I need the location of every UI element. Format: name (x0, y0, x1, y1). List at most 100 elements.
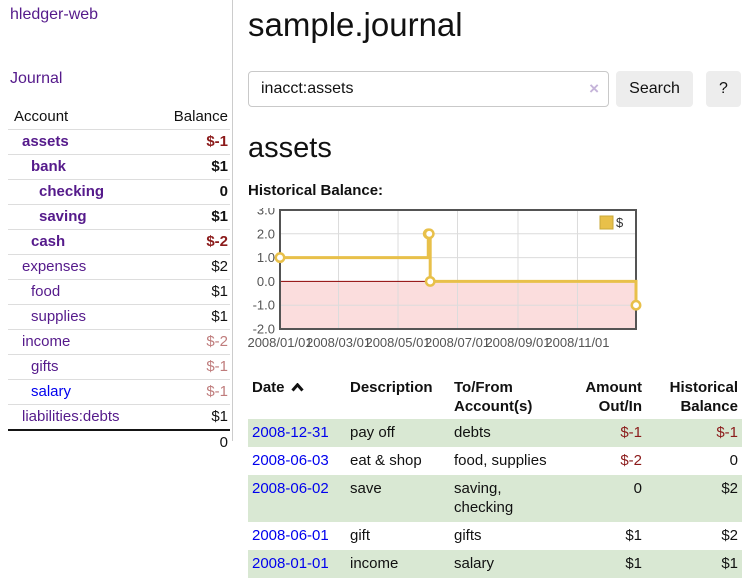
x-tick-label: 2008/11/01 (545, 335, 609, 350)
account-name-cell: supplies (8, 304, 152, 330)
x-tick-label: 2008/01/01 (248, 335, 313, 350)
search-input-wrap: × (248, 71, 609, 107)
register-amount-cell: $-2 (620, 452, 642, 469)
register-description-cell: pay off (350, 424, 395, 441)
register-date-link[interactable]: 2008-01-01 (252, 555, 329, 572)
account-name-cell: checking (8, 179, 152, 205)
account-balance: $-1 (151, 379, 230, 405)
sidebar-account-link-liabilities-debts[interactable]: liabilities:debts (22, 408, 120, 425)
account-name-cell: salary (8, 379, 152, 405)
account-balance: $1 (151, 279, 230, 305)
account-name-cell: liabilities:debts (8, 405, 151, 431)
accounts-header-balance: Balance (151, 105, 230, 130)
account-name-cell: bank (8, 154, 152, 180)
register-description-cell: save (350, 480, 382, 497)
register-amount-cell: 0 (633, 480, 642, 497)
register-date-cell: 2008-01-01 (248, 550, 346, 578)
account-balance: $-1 (151, 129, 230, 155)
search-button[interactable]: Search (616, 71, 693, 107)
x-tick-label: 2008/05/01 (365, 335, 430, 350)
register-balance-cell: $2 (721, 480, 738, 497)
sidebar-account-link-salary[interactable]: salary (31, 383, 72, 400)
y-tick-label: 1.0 (257, 250, 275, 265)
help-button[interactable]: ? (706, 71, 741, 107)
account-name-cell: assets (8, 129, 152, 155)
sidebar-account-link-supplies[interactable]: supplies (31, 308, 87, 325)
account-balance: $-2 (151, 329, 230, 355)
account-row: assets $-1 (8, 129, 230, 155)
sidebar-account-link-saving[interactable]: saving (39, 208, 87, 225)
sidebar-account-link-gifts[interactable]: gifts (31, 358, 59, 375)
register-header-balance: Historical Balance (669, 379, 738, 415)
main-content: sample.journal × Search ? assets Histori… (247, 0, 742, 578)
accounts-total-balance: 0 (151, 429, 230, 455)
account-name-cell: food (8, 279, 152, 305)
register-amount-cell: $-1 (620, 424, 642, 441)
register-accounts-cell: saving, checking (454, 480, 514, 516)
register-date-cell: 2008-06-01 (248, 522, 346, 550)
nav-journal-link[interactable]: Journal (10, 70, 63, 87)
account-name-cell: gifts (8, 354, 152, 380)
app-brand-link[interactable]: hledger-web (10, 6, 99, 23)
search-form: × Search ? (248, 71, 742, 107)
data-point-marker (423, 228, 435, 240)
account-row: income $-2 (8, 329, 230, 355)
sidebar-account-link-income[interactable]: income (22, 333, 71, 350)
account-balance: $1 (151, 204, 230, 230)
register-date-link[interactable]: 2008-12-31 (252, 424, 329, 441)
register-balance-cell: $-1 (716, 424, 738, 441)
account-name-cell: expenses (8, 254, 152, 280)
account-balance: $1 (151, 154, 230, 180)
accounts-tree-table: Account Balance assets $-1 bank $1 checking 0… (8, 105, 230, 455)
register-header-accounts: To/From Account(s) (454, 379, 533, 415)
register-row[interactable]: 2008-06-02 save saving, checking 0 $2 (248, 475, 742, 522)
sort-ascending-icon (290, 378, 304, 397)
accounts-header-account: Account (8, 105, 152, 130)
legend-label: $ (616, 215, 624, 230)
y-tick-label: -2.0 (253, 322, 275, 337)
register-row[interactable]: 2008-06-01 gift gifts $1 $2 (248, 522, 742, 550)
account-balance: 0 (151, 179, 230, 205)
account-name-cell: saving (8, 204, 152, 230)
sidebar-account-link-expenses[interactable]: expenses (22, 258, 87, 275)
register-accounts-cell: debts (454, 424, 491, 441)
register-date-link[interactable]: 2008-06-01 (252, 527, 329, 544)
x-tick-label: 2008/07/01 (425, 335, 490, 350)
data-point-marker (424, 275, 436, 287)
account-name-cell: cash (8, 229, 152, 255)
sidebar-account-link-bank[interactable]: bank (31, 158, 67, 175)
clear-search-icon[interactable]: × (589, 79, 599, 98)
y-tick-label: 0.0 (257, 274, 275, 289)
x-tick-label: 2008/03/01 (306, 335, 371, 350)
sidebar-account-link-food[interactable]: food (31, 283, 61, 300)
account-row: checking 0 (8, 179, 230, 205)
search-input[interactable] (248, 71, 609, 107)
register-header-amount: Amount Out/In (585, 379, 642, 415)
data-point-marker (274, 252, 286, 264)
account-balance: $-2 (151, 229, 230, 255)
register-row[interactable]: 2008-12-31 pay off debts $-1 $-1 (248, 419, 742, 447)
account-row: food $1 (8, 279, 230, 305)
chart-title: Historical Balance: (248, 182, 384, 199)
register-date-link[interactable]: 2008-06-03 (252, 452, 329, 469)
sidebar: hledger-web Journal Account Balance asse… (0, 0, 233, 455)
y-tick-label: 2.0 (257, 226, 275, 241)
account-row: bank $1 (8, 154, 230, 180)
register-description-cell: gift (350, 527, 371, 544)
sidebar-account-link-cash[interactable]: cash (31, 233, 66, 250)
account-balance: $1 (151, 304, 230, 330)
page-title: sample.journal (248, 6, 463, 43)
register-row[interactable]: 2008-01-01 income salary $1 $1 (248, 550, 742, 578)
account-heading: assets (248, 132, 332, 164)
register-accounts-cell: food, supplies (454, 452, 547, 469)
x-tick-label: 2008/09/01 (485, 335, 550, 350)
y-tick-label: 3.0 (257, 208, 275, 218)
register-header-date[interactable]: Date (248, 376, 346, 419)
register-date-cell: 2008-06-03 (248, 447, 346, 475)
register-date-link[interactable]: 2008-06-02 (252, 480, 329, 497)
sidebar-account-link-assets[interactable]: assets (22, 133, 69, 150)
account-row: supplies $1 (8, 304, 230, 330)
accounts-total-spacer (8, 429, 152, 455)
register-row[interactable]: 2008-06-03 eat & shop food, supplies $-2 0 (248, 447, 742, 475)
sidebar-account-link-checking[interactable]: checking (39, 183, 105, 200)
